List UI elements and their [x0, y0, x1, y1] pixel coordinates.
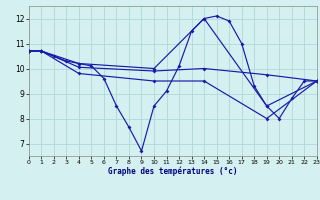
X-axis label: Graphe des températures (°c): Graphe des températures (°c) [108, 167, 237, 176]
